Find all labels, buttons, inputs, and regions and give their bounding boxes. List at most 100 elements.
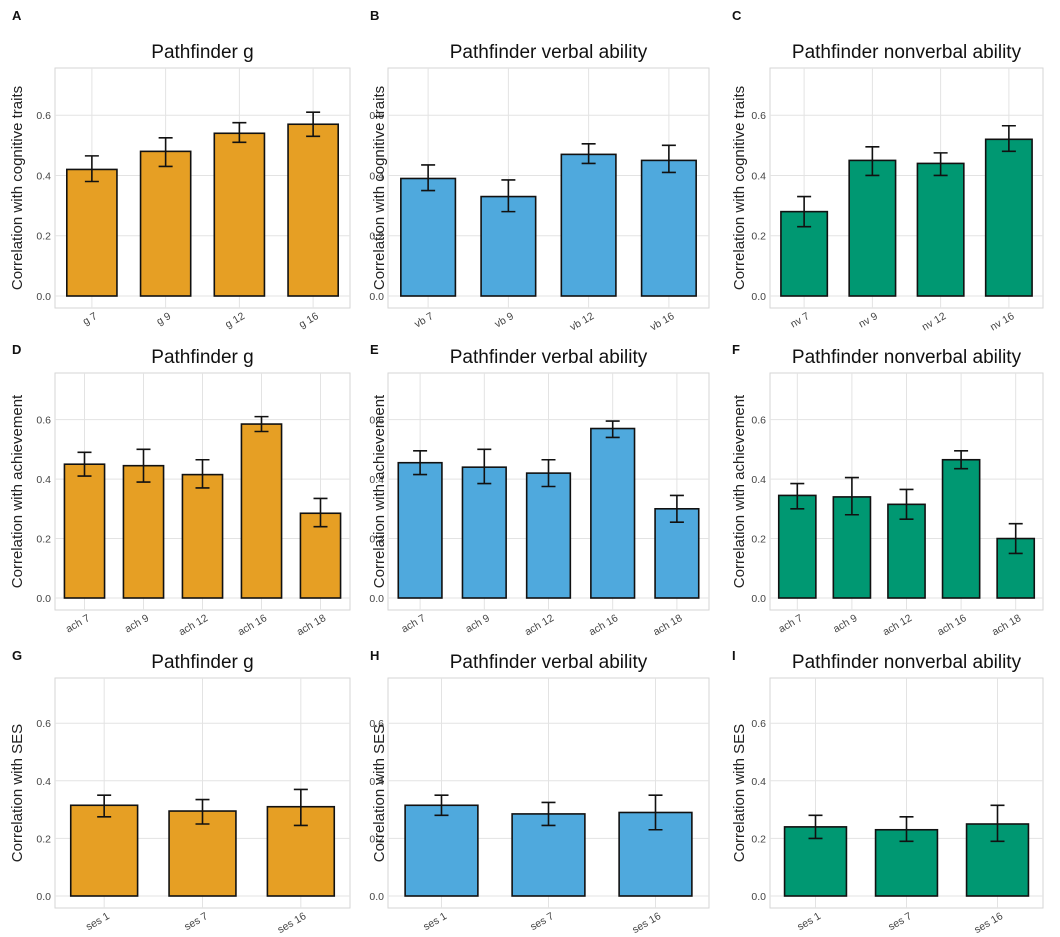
error-bar	[899, 816, 914, 843]
y-axis-label: Correlation with achievement	[9, 394, 26, 588]
y-axis-label: Correlation with SES	[9, 724, 26, 862]
panel-title: Pathfinder nonverbal ability	[792, 347, 1022, 368]
bar-ses-7	[874, 828, 939, 897]
error-bar	[797, 195, 812, 228]
error-bar	[581, 143, 596, 165]
x-tick-label: ses 16	[630, 910, 663, 936]
bar-ach-12	[525, 472, 572, 599]
panel-letter-c: C	[732, 8, 742, 23]
x-tick-label: ach 7	[399, 612, 427, 635]
error-bar	[158, 137, 173, 168]
bar-ach-7	[397, 461, 443, 599]
panel-b: B Pathfinder verbal ability 0.0 0.2 0.4 0.6Co…	[369, 8, 710, 333]
bar-ach-16	[240, 423, 283, 599]
y-tick-label: 0.2	[36, 534, 51, 546]
panel-title: Pathfinder verbal ability	[450, 42, 648, 63]
panel-letter-i: I	[732, 648, 736, 663]
x-tick-label: ach 9	[123, 612, 151, 635]
bar-g-9	[139, 150, 192, 297]
y-tick-label: 0.0	[751, 891, 766, 903]
y-axis-label: Correlation with cognitive traits	[9, 86, 26, 290]
error-bar	[541, 801, 556, 827]
x-tick-label: ach 16	[236, 612, 269, 638]
y-tick-label: 0.0	[751, 291, 766, 303]
x-tick-label: ach 9	[464, 612, 492, 635]
error-bar	[990, 804, 1005, 843]
bar-g-7	[66, 168, 118, 297]
x-tick-label: vb 7	[412, 310, 435, 330]
bar-ach-7	[777, 494, 817, 599]
panel-letter-h: H	[370, 648, 379, 663]
x-tick-label: vb 9	[493, 310, 516, 330]
y-tick-label: 0.4	[36, 776, 51, 788]
error-bar	[84, 155, 99, 183]
bar-ach-18	[654, 507, 700, 599]
y-tick-label: 0.0	[369, 891, 384, 903]
error-bar	[648, 794, 663, 831]
y-axis-label: Correlation with achievement	[371, 394, 388, 588]
panel-title: Pathfinder verbal ability	[450, 347, 648, 368]
bar-vb-12	[560, 153, 617, 297]
x-tick-label: ach 12	[523, 612, 556, 638]
x-tick-label: ach 16	[587, 612, 620, 638]
error-bar	[844, 476, 859, 516]
error-bar	[413, 450, 428, 476]
bar-ach-9	[461, 466, 507, 599]
x-tick-label: g 12	[223, 310, 247, 331]
bar-nv-16	[984, 138, 1033, 297]
y-axis-label: Correlation with cognitive traits	[371, 86, 388, 290]
y-tick-label: 0.4	[36, 474, 51, 486]
x-tick-label: ach 18	[651, 612, 684, 638]
y-axis-label: Correlation with SES	[371, 724, 388, 862]
bar-vb-9	[480, 195, 537, 297]
y-tick-label: 0.4	[369, 170, 384, 182]
panel-c: C Pathfinder nonverbal ability 0.0 0.2 0.4 0.…	[731, 8, 1044, 333]
x-tick-label: vb 12	[568, 310, 596, 333]
y-tick-label: 0.2	[751, 833, 766, 845]
bar-ach-16	[590, 427, 636, 599]
x-tick-label: g 16	[297, 310, 321, 331]
x-tick-label: nv 9	[857, 310, 880, 330]
bar-ach-9	[122, 464, 165, 599]
error-bar	[293, 788, 308, 827]
error-bar	[790, 482, 805, 510]
x-tick-label: ach 9	[831, 612, 859, 635]
y-tick-label: 0.0	[36, 593, 51, 605]
error-bar	[605, 420, 620, 439]
bar-g-16	[287, 123, 339, 297]
x-tick-label: ach 12	[881, 612, 914, 638]
bar-ach-7	[63, 463, 106, 599]
panel-e: E Pathfinder verbal ability 0.0 0.2 0.4 0.6Co…	[369, 342, 710, 638]
y-tick-label: 0.6	[36, 415, 51, 427]
panel-title: Pathfinder g	[151, 42, 253, 63]
error-bar	[669, 494, 684, 523]
error-bar	[933, 152, 948, 177]
bar-g-12	[213, 132, 266, 297]
y-tick-label: 0.6	[369, 415, 384, 427]
error-bar	[477, 448, 492, 485]
error-bar	[865, 146, 880, 177]
panel-d: D Pathfinder g 0.0 0.2 0.4 0.6 Correlation wit…	[9, 342, 351, 638]
bar-ses-1	[404, 804, 479, 897]
error-bar	[434, 794, 449, 817]
x-tick-label: g 9	[154, 310, 173, 328]
bar-nv-9	[848, 159, 897, 297]
y-tick-label: 0.6	[36, 718, 51, 730]
y-tick-label: 0.6	[751, 718, 766, 730]
y-tick-label: 0.2	[369, 534, 384, 546]
error-bar	[808, 814, 823, 840]
y-tick-label: 0.0	[36, 891, 51, 903]
y-tick-label: 0.0	[369, 291, 384, 303]
x-tick-label: ses 1	[795, 910, 823, 933]
y-tick-label: 0.0	[751, 593, 766, 605]
y-tick-label: 0.2	[36, 833, 51, 845]
x-tick-label: ach 7	[777, 612, 805, 635]
y-tick-label: 0.4	[36, 170, 51, 182]
bar-vb-16	[640, 159, 697, 297]
panel-letter-b: B	[370, 8, 379, 23]
panel-letter-a: A	[12, 8, 22, 23]
y-tick-label: 0.4	[369, 474, 384, 486]
panel-g: G Pathfinder g 0.0 0.2 0.4 0.6 Correlation wit…	[9, 648, 351, 936]
x-tick-label: ses 7	[182, 910, 210, 933]
y-tick-label: 0.2	[751, 534, 766, 546]
